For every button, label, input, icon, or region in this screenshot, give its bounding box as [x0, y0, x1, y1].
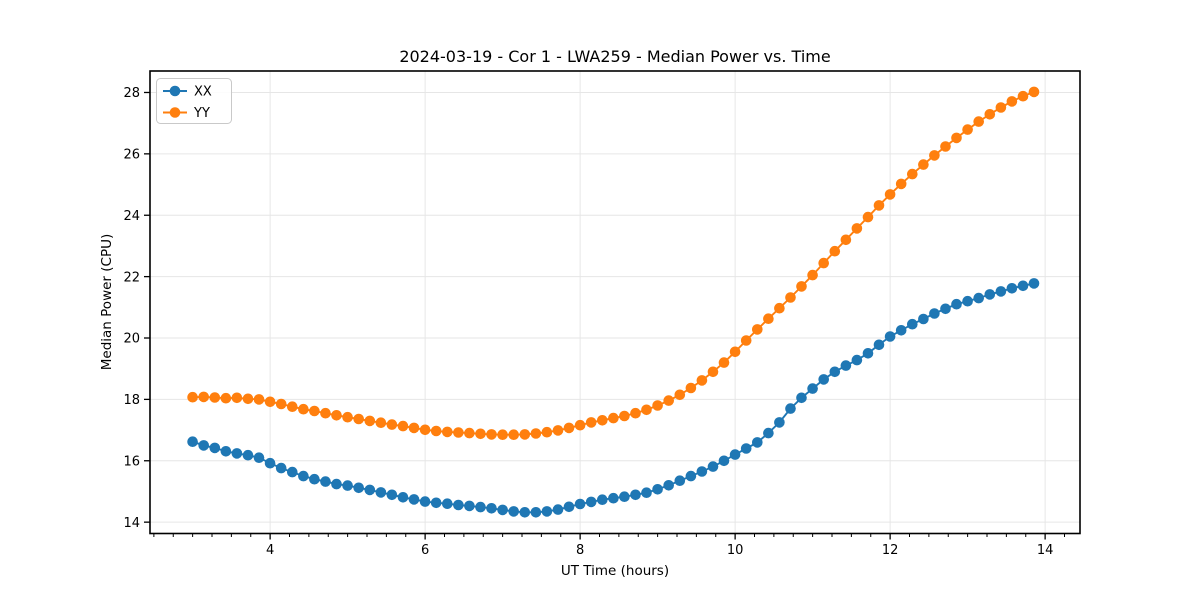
legend: XX YY: [156, 78, 232, 124]
plot-border: [149, 70, 1081, 535]
legend-marker: [169, 107, 181, 118]
series-YY-markers: [187, 86, 1040, 441]
x-tick-label: 12: [882, 543, 899, 558]
x-axis-ticks: 4 6 8 10 12 14: [266, 533, 1054, 558]
series-XX-markers: [187, 278, 1040, 518]
x-tick-label: 8: [576, 543, 584, 558]
y-axis-ticks: 14 16 18 20 22 24 26 28: [123, 86, 150, 531]
legend-item-XX: XX: [163, 85, 212, 100]
y-axis-label-text: Median Power (CPU): [99, 233, 115, 371]
y-tick-label: 26: [123, 148, 140, 163]
y-tick-label: 18: [123, 393, 140, 408]
y-tick-label: 14: [123, 516, 140, 531]
legend-marker: [169, 85, 181, 97]
x-tick-label: 6: [421, 543, 429, 558]
y-tick-label: 20: [123, 332, 140, 347]
legend-label: YY: [193, 106, 210, 121]
x-tick-label: 4: [266, 543, 274, 558]
x-tick-label: 10: [727, 543, 744, 558]
y-tick-label: 24: [123, 209, 140, 224]
grid-lines: [150, 71, 1080, 534]
chart-title: 2024-03-19 - Cor 1 - LWA259 - Median Pow…: [399, 47, 831, 66]
x-axis-label: UT Time (hours): [560, 563, 670, 579]
y-tick-label: 28: [123, 86, 140, 101]
x-tick-label: 14: [1037, 543, 1054, 558]
y-tick-label: 16: [123, 454, 140, 469]
y-tick-label: 22: [123, 270, 140, 285]
legend-item-YY: YY: [163, 106, 210, 121]
x-axis-minor-ticks: [153, 533, 1065, 537]
series-YY-line: [192, 91, 1035, 436]
legend-label: XX: [194, 85, 212, 100]
